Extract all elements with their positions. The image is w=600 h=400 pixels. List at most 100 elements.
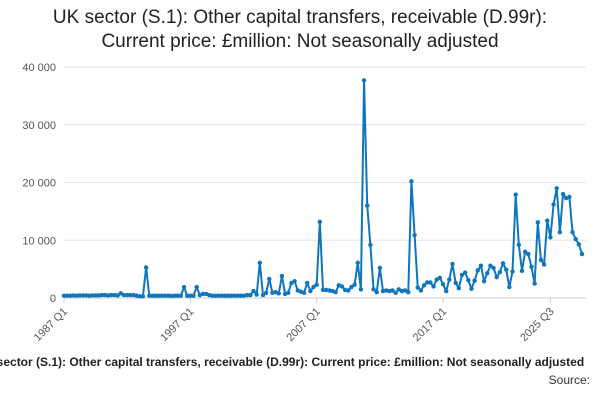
data-point [308, 288, 313, 294]
data-point [526, 251, 531, 257]
data-point [260, 292, 266, 298]
series-points [61, 78, 585, 299]
data-point [210, 293, 215, 298]
data-point [516, 242, 522, 248]
data-point [194, 284, 199, 290]
data-point [140, 294, 146, 299]
data-point [513, 192, 518, 197]
data-point [90, 293, 95, 298]
data-point [371, 287, 376, 292]
data-point [548, 235, 553, 240]
data-point [317, 219, 323, 224]
data-point [286, 290, 291, 296]
data-point [418, 288, 424, 293]
data-point [485, 270, 490, 276]
data-point [478, 263, 484, 268]
data-point [181, 284, 187, 290]
y-tick-label: 0 [50, 293, 56, 305]
data-point [475, 268, 480, 273]
data-point [175, 293, 180, 298]
data-point [238, 293, 244, 298]
data-point [169, 293, 174, 299]
data-point [68, 293, 73, 298]
data-point [128, 292, 133, 298]
data-point [200, 291, 206, 297]
chart-title-line-1: UK sector (S.1): Other capital transfers… [52, 7, 548, 28]
data-point [538, 257, 544, 263]
data-point [488, 263, 493, 268]
y-axis-ticks: 0 10 000 20 000 30 000 40 000 [22, 62, 56, 305]
data-point [557, 229, 563, 235]
data-point [374, 290, 379, 295]
data-point [377, 265, 383, 271]
chart-caption: UK sector (S.1): Other capital transfers… [0, 355, 585, 369]
data-point [184, 293, 190, 298]
data-point [472, 278, 477, 283]
data-point [219, 293, 225, 298]
data-point [188, 293, 193, 298]
data-point [235, 293, 240, 298]
data-point [481, 279, 487, 284]
data-point [466, 277, 471, 283]
data-point [244, 292, 250, 298]
data-point [462, 270, 468, 275]
data-point [355, 260, 360, 265]
data-point [500, 261, 506, 266]
data-point [494, 275, 499, 280]
chart-title-line-2: Current price: £million: Not seasonally … [101, 31, 499, 52]
data-point [251, 288, 256, 294]
data-point [346, 288, 351, 293]
data-point [443, 288, 449, 294]
data-point [522, 249, 528, 254]
data-point [124, 292, 130, 298]
data-point [162, 293, 168, 298]
data-point [409, 179, 414, 184]
source-label: Source: [548, 373, 590, 387]
data-point [554, 186, 559, 191]
data-point [166, 293, 171, 298]
data-point [390, 288, 395, 293]
data-point [64, 293, 70, 298]
data-point [368, 242, 373, 248]
data-point [257, 260, 263, 265]
data-point [279, 273, 285, 279]
data-point [529, 264, 534, 270]
data-point [579, 251, 585, 257]
data-point [437, 275, 443, 280]
data-point [191, 293, 196, 298]
x-axis-ticks: 1987 Q1 1997 Q1 2007 Q1 2017 Q1 2025 Q3 [32, 298, 557, 344]
data-point [450, 261, 455, 267]
data-point [570, 229, 575, 235]
data-point [232, 293, 237, 298]
data-point [115, 293, 120, 298]
data-point [535, 220, 540, 225]
data-point [172, 293, 177, 298]
data-point [112, 292, 117, 298]
y-tick-label: 10 000 [22, 235, 56, 247]
data-point [71, 293, 76, 298]
y-tick-label: 40 000 [22, 62, 56, 74]
data-point [83, 293, 89, 298]
data-point [510, 269, 515, 274]
data-point [74, 293, 79, 298]
x-tick-label: 2025 Q3 [518, 306, 556, 344]
data-point [560, 191, 566, 197]
x-tick-label: 1997 Q1 [158, 306, 196, 344]
data-point [153, 293, 158, 298]
data-point [222, 293, 228, 298]
data-point [453, 280, 458, 286]
data-point [425, 280, 430, 285]
data-point [358, 287, 364, 292]
data-point [567, 194, 572, 200]
data-point [545, 218, 550, 223]
data-point [320, 287, 326, 293]
data-point [143, 265, 149, 270]
data-point [440, 281, 446, 287]
data-point [365, 203, 370, 208]
data-point [276, 291, 281, 296]
data-point [159, 293, 165, 298]
data-point [226, 293, 231, 298]
data-point [459, 272, 465, 278]
data-point [150, 293, 155, 298]
